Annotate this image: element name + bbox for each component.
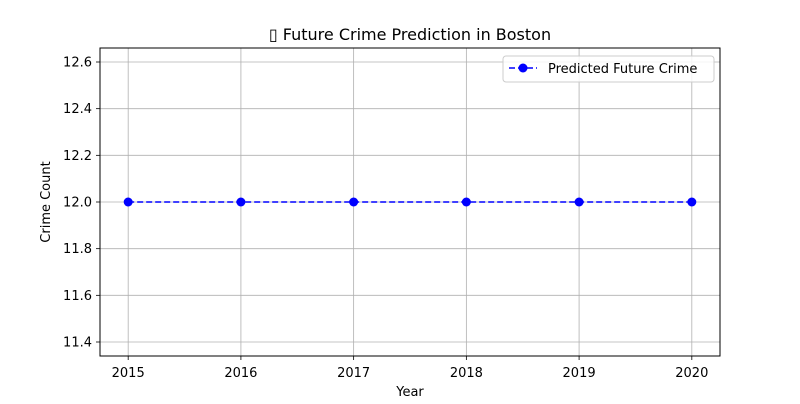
y-tick-label: 11.8 <box>63 242 92 257</box>
x-axis-label: Year <box>395 385 424 400</box>
data-point <box>123 197 133 207</box>
series-layer <box>123 197 697 207</box>
x-tick-label: 2016 <box>224 366 257 381</box>
data-point <box>349 197 359 207</box>
legend-marker-swatch <box>518 63 528 73</box>
x-tick-label: 2015 <box>112 366 145 381</box>
x-tick-label: 2017 <box>337 366 370 381</box>
y-tick-label: 12.6 <box>63 56 92 71</box>
y-tick-label: 12.4 <box>63 102 92 117</box>
y-tick-label: 12.2 <box>63 149 92 164</box>
x-tick-label: 2020 <box>675 366 708 381</box>
axis-ticks: 2015 2016 2017 2018 2019 2020 11.4 11.6 11.8 12.0… <box>63 56 708 382</box>
data-point <box>687 197 697 207</box>
y-axis-label: Crime Count <box>39 161 54 242</box>
x-tick-label: 2018 <box>450 366 483 381</box>
legend: Predicted Future Crime <box>502 55 715 83</box>
y-tick-label: 11.6 <box>63 289 92 304</box>
legend-box <box>502 55 715 83</box>
data-point <box>236 197 246 207</box>
chart-title: ▯ Future Crime Prediction in Boston <box>269 25 551 44</box>
data-point <box>461 197 471 207</box>
data-point <box>574 197 584 207</box>
y-tick-label: 11.4 <box>63 336 92 351</box>
legend-entry-predicted-future-crime: Predicted Future Crime <box>548 62 697 77</box>
y-tick-label: 12.0 <box>63 196 92 211</box>
x-tick-label: 2019 <box>563 366 596 381</box>
